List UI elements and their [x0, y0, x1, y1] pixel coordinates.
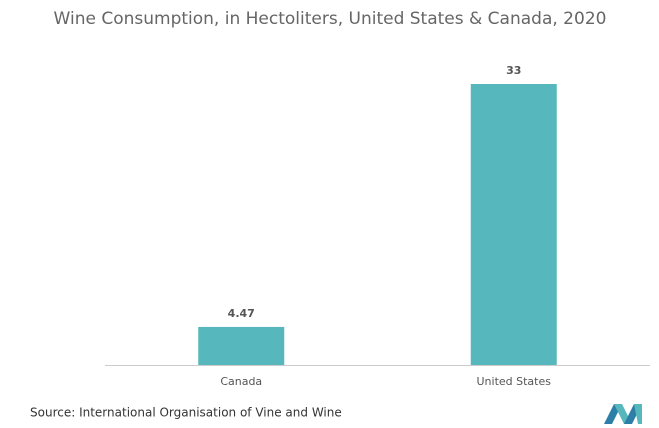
x-tick-label: Canada [220, 375, 262, 388]
logo [604, 404, 642, 424]
source: Source: International Organisation of Vi… [30, 406, 342, 420]
value-label: 33 [506, 64, 521, 77]
bar [470, 84, 557, 365]
x-tick-label: United States [477, 375, 552, 388]
chart-title: Wine Consumption, in Hectoliters, United… [54, 9, 607, 29]
bar [198, 326, 285, 365]
value-label: 4.47 [228, 307, 255, 320]
